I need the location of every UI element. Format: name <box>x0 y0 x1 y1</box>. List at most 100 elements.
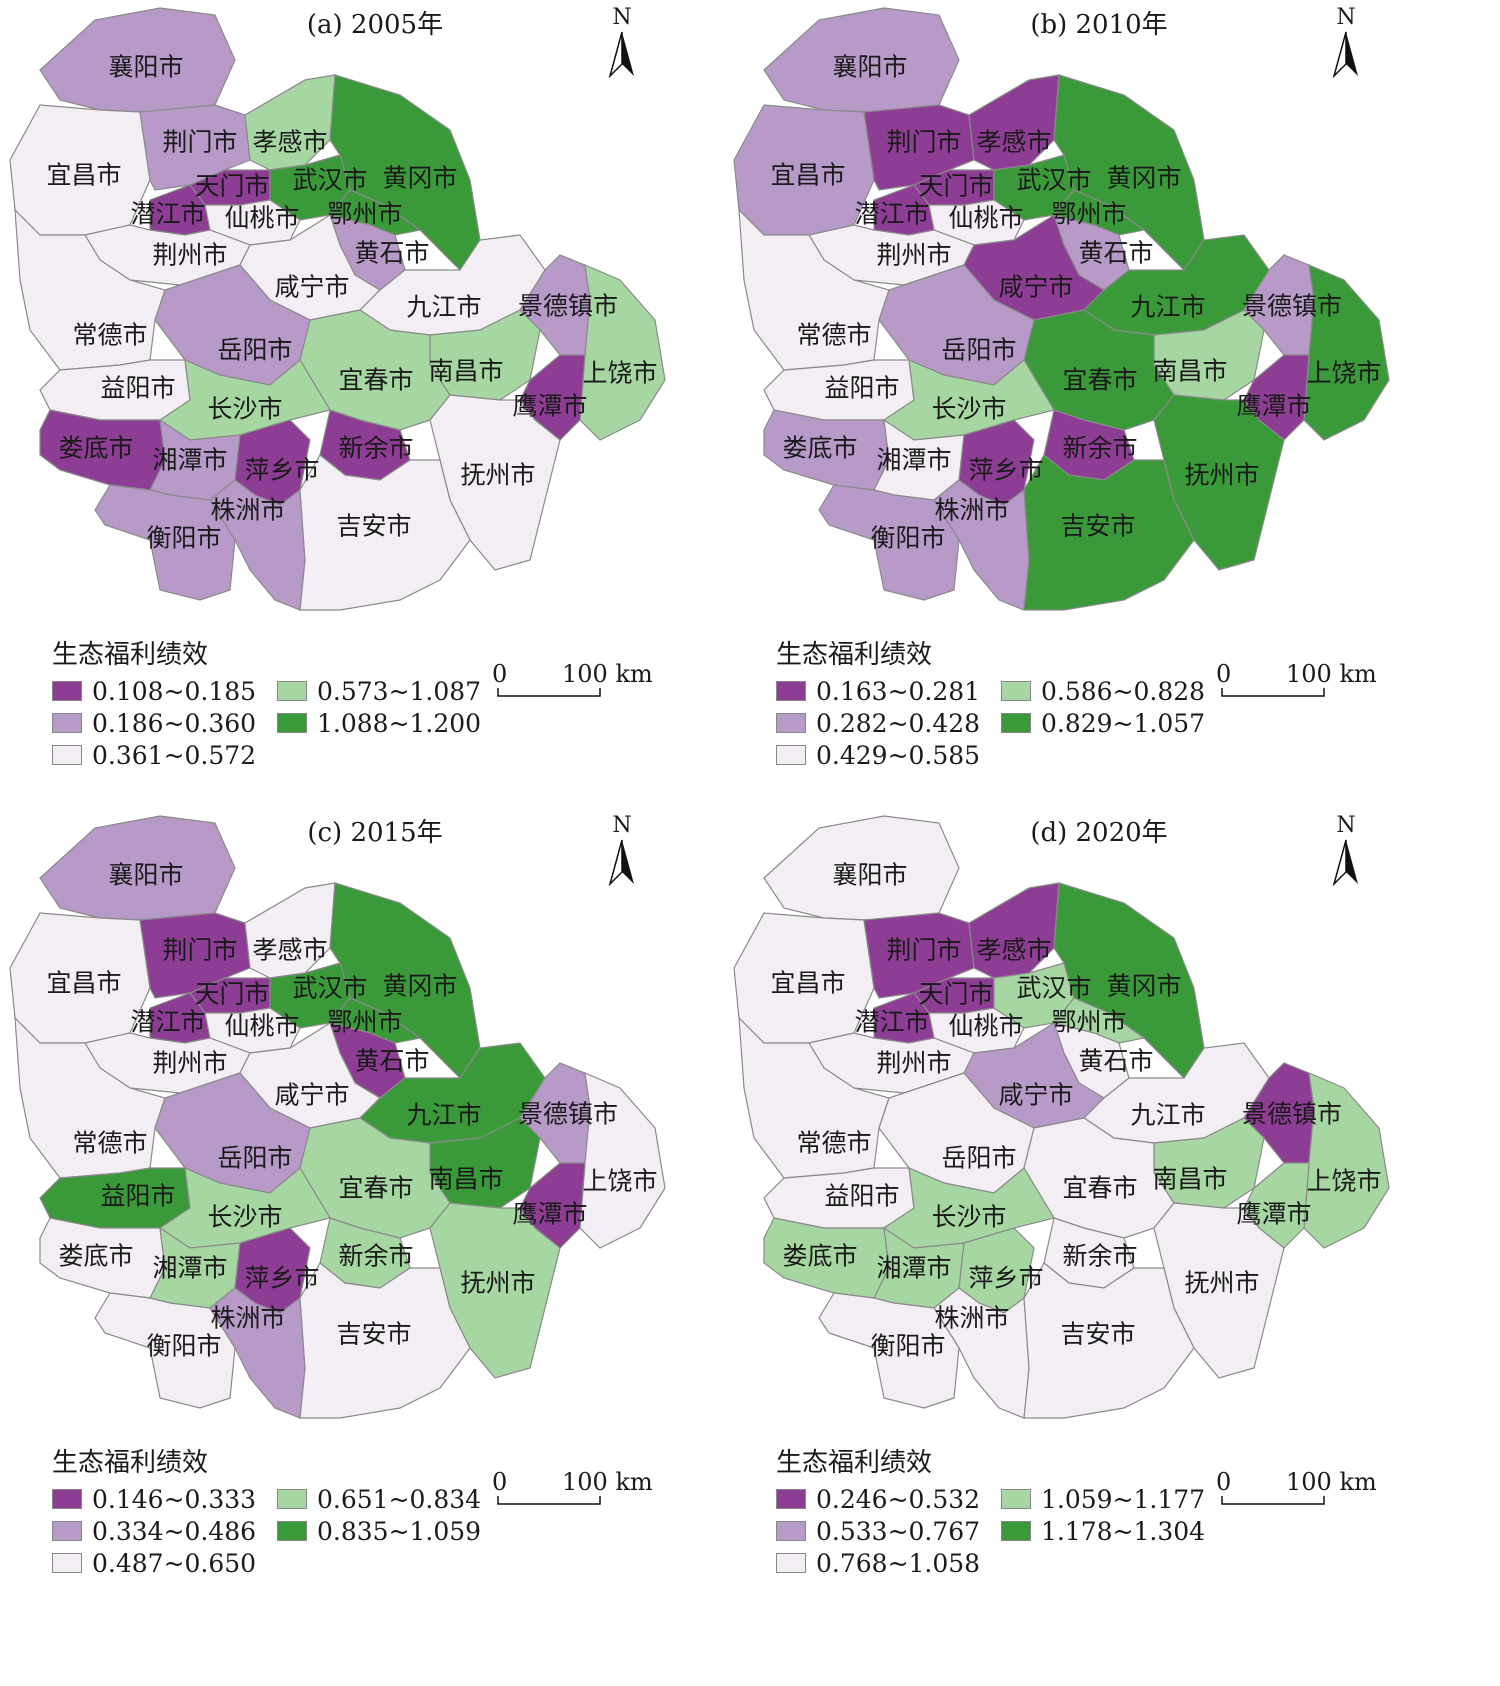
city-label: 鄂州市 <box>1051 199 1127 229</box>
city-label: 南昌市 <box>1152 356 1228 386</box>
city-label: 潜江市 <box>854 199 930 229</box>
city-label: 黄冈市 <box>382 971 458 1001</box>
city-label: 新余市 <box>1062 433 1138 463</box>
city-label: 新余市 <box>1062 1241 1138 1271</box>
choropleth-map <box>733 815 1390 1419</box>
city-label: 宜昌市 <box>46 968 122 998</box>
city-label: 抚州市 <box>460 460 536 490</box>
legend-swatch <box>1001 1521 1031 1541</box>
city-label: 九江市 <box>1130 292 1206 322</box>
north-label: N <box>612 5 632 30</box>
legend-item: 1.178~1.304 <box>1001 1517 1226 1546</box>
city-label: 萍乡市 <box>244 455 320 485</box>
city-label: 湘潭市 <box>876 1253 952 1283</box>
city-label: 黄冈市 <box>1106 971 1182 1001</box>
legend-item: 0.282~0.428 <box>776 709 1001 738</box>
city-label: 孝感市 <box>252 935 328 965</box>
legend-label: 0.835~1.059 <box>317 1516 482 1546</box>
city-label: 鹰潭市 <box>512 391 588 421</box>
city-label: 吉安市 <box>1060 1319 1136 1349</box>
legend-swatch <box>52 713 82 733</box>
city-label: 常德市 <box>796 1128 872 1158</box>
city-label: 宜昌市 <box>770 160 846 190</box>
city-label: 衡阳市 <box>146 523 222 553</box>
city-label: 九江市 <box>1130 1100 1206 1130</box>
legend-item: 0.108~0.185 <box>52 677 277 706</box>
legend-swatch <box>277 681 307 701</box>
city-label: 益阳市 <box>824 373 900 403</box>
city-label: 宜春市 <box>338 365 414 395</box>
legend: 生态福利绩效 0.246~0.532 1.059~1.177 0.533~0.767 1… <box>776 1442 1226 1578</box>
city-label: 娄底市 <box>58 1241 134 1271</box>
city-label: 仙桃市 <box>948 1011 1024 1041</box>
city-label: 荆门市 <box>162 935 238 965</box>
legend-title: 生态福利绩效 <box>776 1448 933 1478</box>
legend-swatch <box>277 713 307 733</box>
city-label: 常德市 <box>796 320 872 350</box>
city-label: 潜江市 <box>130 1007 206 1037</box>
city-label: 鄂州市 <box>327 199 403 229</box>
legend-swatch <box>776 681 806 701</box>
legend-swatch <box>1001 713 1031 733</box>
city-label: 株洲市 <box>210 1303 286 1333</box>
city-label: 抚州市 <box>1184 460 1260 490</box>
legend-title: 生态福利绩效 <box>52 1448 209 1478</box>
legend-label: 0.361~0.572 <box>92 740 257 770</box>
legend-label: 0.586~0.828 <box>1041 676 1206 706</box>
city-label: 上饶市 <box>1306 1166 1382 1196</box>
city-label: 景德镇市 <box>517 1099 619 1129</box>
legend-label: 0.163~0.281 <box>816 676 981 706</box>
city-label: 益阳市 <box>100 373 176 403</box>
city-region <box>1303 264 1390 441</box>
city-label: 景德镇市 <box>517 291 619 321</box>
legend-swatch <box>52 1553 82 1573</box>
city-label: 黄石市 <box>1078 1046 1154 1076</box>
city-label: 株洲市 <box>210 495 286 525</box>
city-label: 衡阳市 <box>870 1331 946 1361</box>
city-label: 咸宁市 <box>274 1080 350 1110</box>
city-label: 宜春市 <box>1062 1173 1138 1203</box>
legend-item: 0.163~0.281 <box>776 676 1001 706</box>
city-label: 咸宁市 <box>998 1080 1074 1110</box>
city-label: 湘潭市 <box>152 445 228 475</box>
city-label: 长沙市 <box>207 1202 283 1232</box>
city-label: 襄阳市 <box>108 860 184 890</box>
city-label: 萍乡市 <box>244 1263 320 1293</box>
scale-label: 100 km <box>562 660 653 688</box>
city-label: 株洲市 <box>934 1303 1010 1333</box>
city-label: 岳阳市 <box>217 1143 293 1173</box>
city-region <box>39 7 236 113</box>
city-label: 仙桃市 <box>948 203 1024 233</box>
legend-label: 0.829~1.057 <box>1041 708 1206 738</box>
scale-bar: 0 100 km <box>1216 660 1420 720</box>
city-label: 宜春市 <box>1062 365 1138 395</box>
legend-label: 0.246~0.532 <box>816 1484 981 1514</box>
legend-swatch <box>1001 1489 1031 1509</box>
city-label: 宜昌市 <box>46 160 122 190</box>
city-label: 吉安市 <box>1060 511 1136 541</box>
city-label: 荆门市 <box>162 127 238 157</box>
city-label: 宜昌市 <box>770 968 846 998</box>
legend-label: 0.573~1.087 <box>317 676 482 706</box>
legend: 生态福利绩效 0.146~0.333 0.651~0.834 0.334~0.486 0… <box>52 1442 502 1578</box>
city-region <box>329 74 481 271</box>
legend-label: 0.334~0.486 <box>92 1516 257 1546</box>
legend-swatch <box>52 681 82 701</box>
legend-swatch <box>277 1521 307 1541</box>
north-arrow-icon: N <box>1326 814 1366 890</box>
legend-title: 生态福利绩效 <box>776 640 933 670</box>
city-label: 萍乡市 <box>968 1263 1044 1293</box>
legend-label: 0.487~0.650 <box>92 1548 257 1578</box>
legend-item: 0.487~0.650 <box>52 1548 277 1578</box>
legend-item: 0.573~1.087 <box>277 676 502 706</box>
city-label: 黄冈市 <box>1106 163 1182 193</box>
city-label: 娄底市 <box>782 433 858 463</box>
city-label: 仙桃市 <box>224 1011 300 1041</box>
legend-item: 1.088~1.200 <box>277 708 502 738</box>
city-label: 上饶市 <box>582 358 658 388</box>
legend-item: 0.361~0.572 <box>52 740 277 770</box>
legend-item: 0.835~1.059 <box>277 1516 502 1546</box>
city-label: 黄石市 <box>354 1046 430 1076</box>
legend-label: 1.088~1.200 <box>317 708 482 738</box>
city-region <box>763 7 960 113</box>
